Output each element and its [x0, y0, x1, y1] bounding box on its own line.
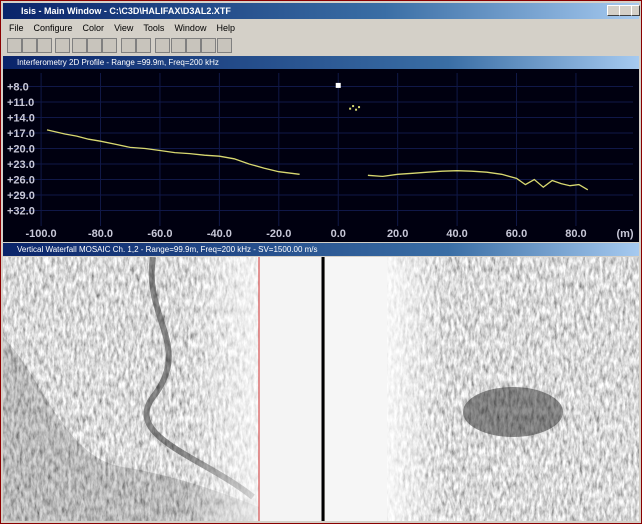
- menu-item[interactable]: Tools: [143, 21, 164, 35]
- y-tick-label: +8.0: [7, 81, 29, 93]
- waterfall-image: [3, 257, 639, 521]
- x-tick-label: 20.0: [387, 228, 408, 240]
- sounding-point: [355, 109, 357, 111]
- toolbar-button[interactable]: [201, 38, 216, 53]
- toolbar-button[interactable]: [22, 38, 37, 53]
- y-tick-label: +32.0: [7, 205, 35, 217]
- waterfall-title: Vertical Waterfall MOSAIC Ch. 1,2 - Rang…: [17, 245, 318, 254]
- toolbar-button[interactable]: [87, 38, 102, 53]
- toolbar-button[interactable]: [121, 38, 136, 53]
- x-tick-label: 60.0: [506, 228, 527, 240]
- y-tick-label: +23.0: [7, 159, 35, 171]
- near-range-fade: [183, 257, 259, 521]
- seabed-object: [463, 387, 563, 437]
- toolbar-button[interactable]: [155, 38, 170, 53]
- y-tick-label: +14.0: [7, 112, 35, 124]
- x-tick-label: -60.0: [147, 228, 172, 240]
- y-tick-label: +11.0: [7, 97, 34, 109]
- y-tick-label: +29.0: [7, 190, 35, 202]
- close-button[interactable]: [631, 5, 640, 16]
- toolbar-button[interactable]: [186, 38, 201, 53]
- menu-item[interactable]: Window: [174, 21, 206, 35]
- menu-item[interactable]: View: [114, 21, 133, 35]
- sounding-point: [358, 106, 360, 108]
- x-tick-label: -40.0: [207, 228, 232, 240]
- window-title: Isis - Main Window - C:\C3D\HALIFAX\D3AL…: [21, 6, 231, 16]
- waterfall-title-bar: Vertical Waterfall MOSAIC Ch. 1,2 - Rang…: [3, 243, 639, 256]
- x-tick-label: -100.0: [25, 228, 56, 240]
- x-tick-label: 40.0: [446, 228, 467, 240]
- x-tick-label: -80.0: [88, 228, 113, 240]
- sounding-point: [349, 108, 351, 110]
- toolbar-button[interactable]: [37, 38, 52, 53]
- menu-item[interactable]: Color: [83, 21, 105, 35]
- toolbar-button[interactable]: [136, 38, 151, 53]
- toolbar-button[interactable]: [171, 38, 186, 53]
- profile-title-bar: Interferometry 2D Profile - Range =99.9m…: [3, 56, 639, 69]
- x-tick-label: 80.0: [565, 228, 586, 240]
- toolbar-button[interactable]: [102, 38, 117, 53]
- menu-item[interactable]: Configure: [34, 21, 73, 35]
- y-tick-label: +26.0: [7, 174, 35, 186]
- toolbar-button[interactable]: [217, 38, 232, 53]
- toolbar: [3, 37, 639, 53]
- x-tick-label: 0.0: [331, 228, 346, 240]
- toolbar-button[interactable]: [7, 38, 22, 53]
- starboard-fade: [387, 257, 447, 521]
- x-tick-label: -20.0: [266, 228, 291, 240]
- profile-title: Interferometry 2D Profile - Range =99.9m…: [17, 58, 219, 67]
- y-tick-label: +17.0: [7, 128, 35, 140]
- plot-background: [3, 69, 639, 242]
- menu-item[interactable]: File: [9, 21, 24, 35]
- x-unit-label: (m): [616, 228, 633, 240]
- y-tick-label: +20.0: [7, 143, 35, 155]
- title-bar: Isis - Main Window - C:\C3D\HALIFAX\D3AL…: [3, 3, 639, 19]
- sounding-point: [336, 83, 341, 88]
- toolbar-button[interactable]: [55, 38, 70, 53]
- starboard-water-column: [325, 257, 387, 521]
- sounding-point: [352, 105, 354, 107]
- menu-bar: File Configure Color View Tools Window Help: [3, 21, 642, 35]
- main-window: Isis - Main Window - C:\C3D\HALIFAX\D3AL…: [0, 0, 642, 524]
- menu-item[interactable]: Help: [216, 21, 235, 35]
- toolbar-button[interactable]: [72, 38, 87, 53]
- port-water-column: [259, 257, 323, 521]
- profile-plot: +8.0 +11.0 +14.0 +17.0 +20.0 +23.0 +26.0 +29.0 +…: [3, 69, 639, 242]
